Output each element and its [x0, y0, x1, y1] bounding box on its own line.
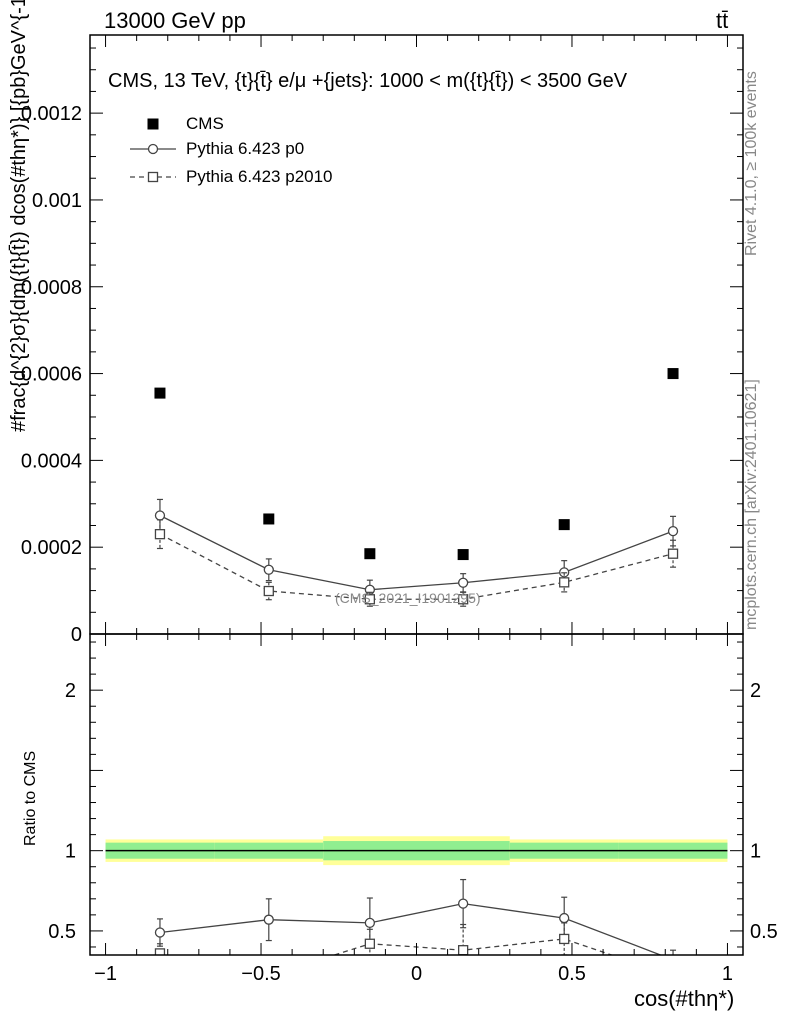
main-y-axis-label: #frac{d^{2}σ}{dm({t}{t̄}) dcos(#thη*)} […: [8, 0, 30, 432]
main-pythia-p2010-point: [154, 529, 166, 540]
ratio-pythia-p0-point: [671, 954, 675, 955]
ratio-y-tick-label: 1: [65, 841, 76, 863]
ratio-pythia-p0-point: [559, 912, 570, 924]
y-tick-label: 0.0006: [21, 364, 82, 386]
legend-label-cms: CMS: [186, 114, 224, 133]
main-cms-series-group: [154, 368, 679, 561]
ratio-pythia-p2010-point: [457, 945, 469, 955]
y-tick-label: 0.0012: [21, 103, 82, 125]
x-axis-label: cos(#thη*): [634, 986, 735, 1011]
main-cms-point: [558, 519, 570, 531]
rivet-version-label: Rivet 4.1.0, ≥ 100k events: [743, 71, 760, 256]
x-tick-label: 1: [722, 963, 733, 985]
ratio-y-tick-label-right: 1: [750, 841, 761, 863]
main-pythia-p0-point: [457, 577, 469, 588]
main-pythia-p0-series-line: [159, 514, 674, 591]
main-pythia-p2010-point: [263, 585, 274, 597]
x-tick-label: −1: [94, 963, 117, 985]
beam-label: 13000 GeV pp: [104, 8, 246, 33]
main-pythia-p2010-series-group: [154, 519, 679, 607]
ratio-frame: [89, 633, 744, 956]
ratio-y-tick-label-right: 2: [750, 680, 761, 702]
ratio-y-axis-label: Ratio to CMS: [22, 750, 39, 846]
main-cms-point: [667, 368, 679, 380]
main-pythia-p2010-point: [667, 548, 679, 559]
process-label: tt̄: [716, 8, 729, 33]
ratio-pythia-p2010-point: [154, 948, 166, 955]
legend-marker-cms: [147, 118, 159, 130]
ratio-pythia-p0-series-line: [159, 902, 663, 955]
main-pythia-p0-point: [154, 510, 166, 521]
ratio-pythia-p2010-point: [559, 933, 570, 945]
y-tick-label: 0.0004: [21, 450, 82, 472]
ratio-pythia-p0-point: [154, 927, 166, 938]
y-tick-label: 0.001: [32, 190, 82, 212]
ratio-pythia-p0-series-group: [154, 878, 677, 955]
source-label: mcplots.cern.ch [arXiv:2401.10621]: [743, 379, 760, 630]
ratio-pythia-p2010-point: [669, 971, 678, 980]
ratio-pythia-p0-point: [263, 914, 274, 925]
x-tick-label: −0.5: [241, 963, 280, 985]
main-pythia-p0-point: [667, 525, 679, 537]
ratio-pythia-p2010-point: [364, 938, 376, 949]
legend-label-p2010: Pythia 6.423 p2010: [186, 167, 333, 186]
ratio-y-tick-label: 0.5: [48, 921, 76, 943]
ratio-y-tick-label-right: 0.5: [750, 921, 778, 943]
analysis-watermark: (CMS_2021_I1901295): [335, 590, 481, 606]
plot-title: CMS, 13 TeV, {t}{t̄} e/μ +{jets}: 1000 <…: [108, 70, 628, 92]
x-tick-label: 0: [411, 963, 422, 985]
main-pythia-p2010-point: [559, 577, 570, 588]
y-tick-label: 0.0002: [21, 537, 82, 559]
main-cms-point: [154, 387, 166, 399]
main-cms-point: [457, 549, 469, 561]
main-pythia-p2010-series-line: [159, 533, 674, 600]
legend-marker-p0: [147, 143, 159, 155]
legend-label-p0: Pythia 6.423 p0: [186, 139, 305, 158]
ratio-pythia-p0-point: [364, 917, 376, 929]
y-tick-label: 0: [71, 624, 82, 646]
main-pythia-p2010-point: [364, 594, 376, 605]
main-pythia-p0-point: [263, 564, 274, 575]
main-pythia-p2010-point: [457, 594, 469, 605]
main-cms-point: [364, 548, 376, 560]
y-tick-label: 0.0008: [21, 277, 82, 299]
main-pythia-p0-series-group: [154, 498, 679, 600]
ratio-y-tick-label: 2: [65, 680, 76, 702]
legend-marker-p2010: [147, 171, 159, 183]
x-tick-label: 0.5: [558, 963, 586, 985]
main-cms-point: [263, 513, 275, 525]
ratio-pythia-p0-point: [457, 898, 469, 909]
